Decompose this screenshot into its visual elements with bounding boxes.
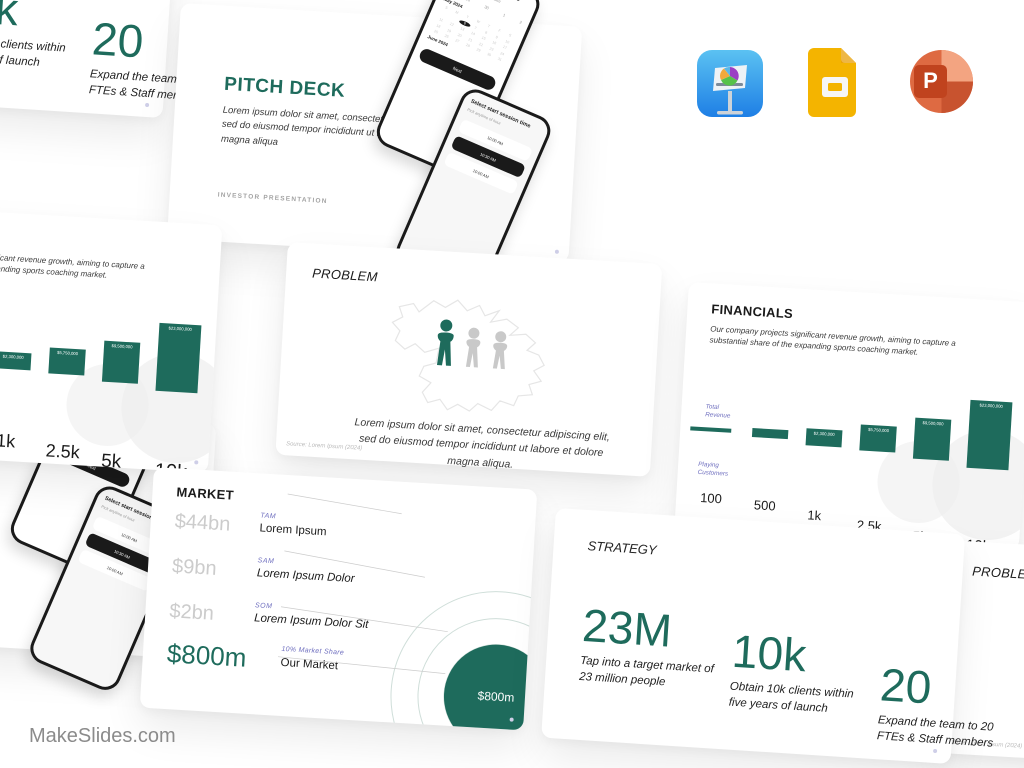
- svg-text:$800m: $800m: [477, 689, 514, 705]
- svg-text:P: P: [923, 68, 938, 93]
